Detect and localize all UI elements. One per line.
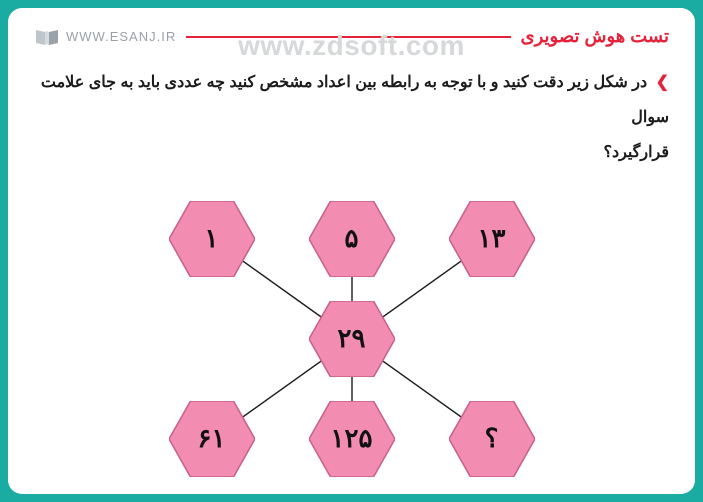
title-underline bbox=[186, 36, 510, 38]
hexagon-node-top-mid: ۵ bbox=[309, 201, 395, 277]
bullet-arrow-icon: ❯ bbox=[656, 74, 669, 91]
hexagon-label: ۱۳ bbox=[478, 223, 506, 254]
hexagon-label: ۱ bbox=[205, 223, 219, 254]
hexagon-node-bottom-right: ؟ bbox=[449, 401, 535, 477]
hexagon-label: ۶۱ bbox=[198, 423, 226, 454]
hexagon-label: ۱۲۵ bbox=[331, 423, 373, 454]
hexagon-node-bottom-mid: ۱۲۵ bbox=[309, 401, 395, 477]
hexagon-network-diagram: ۱ ۵ ۱۳ ۲۹ ۶۱ ۱۲۵ ؟ bbox=[132, 179, 572, 479]
hexagon-node-top-right: ۱۳ bbox=[449, 201, 535, 277]
question-text: ❯ در شکل زیر دقت کنید و با توجه به رابطه… bbox=[34, 65, 669, 171]
site-logo: WWW.ESANJ.IR bbox=[34, 27, 176, 47]
page-title: تست هوش تصویری bbox=[521, 26, 669, 47]
book-icon bbox=[34, 27, 60, 47]
header-row: تست هوش تصویری WWW.ESANJ.IR bbox=[34, 26, 669, 47]
content-card: www.zdsoft.com تست هوش تصویری WWW.ESANJ.… bbox=[8, 8, 695, 494]
hexagon-node-center: ۲۹ bbox=[309, 301, 395, 377]
question-line1: در شکل زیر دقت کنید و با توجه به رابطه ب… bbox=[41, 74, 669, 126]
hexagon-label: ۵ bbox=[345, 223, 359, 254]
hexagon-label: ؟ bbox=[485, 423, 499, 454]
hexagon-label: ۲۹ bbox=[338, 323, 366, 354]
hexagon-node-bottom-left: ۶۱ bbox=[169, 401, 255, 477]
logo-text: WWW.ESANJ.IR bbox=[66, 29, 176, 44]
hexagon-node-top-left: ۱ bbox=[169, 201, 255, 277]
diagram-container: ۱ ۵ ۱۳ ۲۹ ۶۱ ۱۲۵ ؟ bbox=[34, 179, 669, 479]
question-line2: قرارگیرد؟ bbox=[603, 144, 669, 161]
